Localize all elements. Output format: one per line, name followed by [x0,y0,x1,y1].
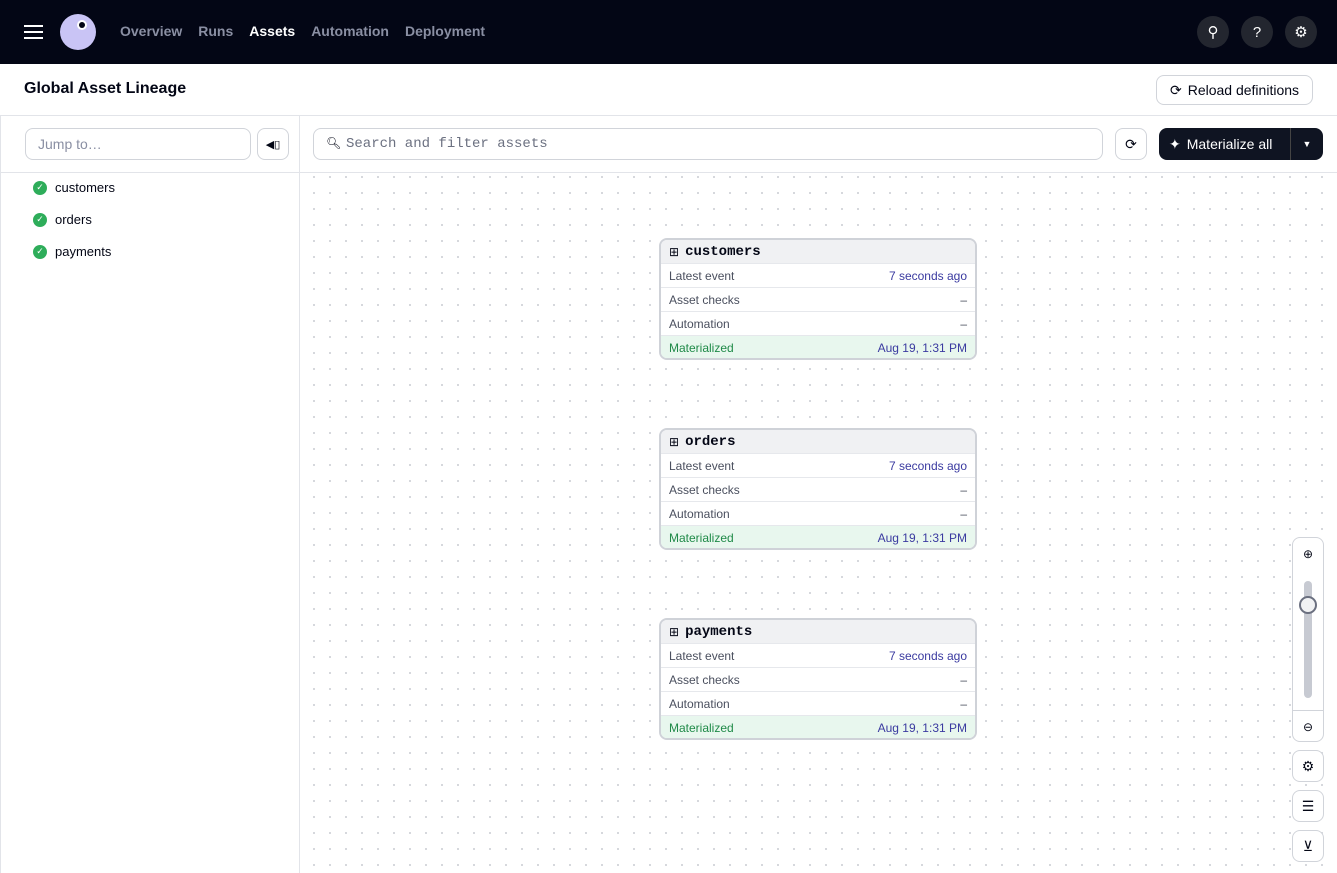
help-icon[interactable]: ? [1241,16,1273,48]
sidebar-item-payments[interactable]: ✓ payments [33,244,111,259]
row-label: Latest event [669,268,735,283]
page-header: Global Asset Lineage ⟳ Reload definitions [0,64,1337,116]
collapse-sidebar-button[interactable]: ◀▯ [257,128,289,160]
lineage-graph[interactable]: 🔍︎ Search and filter assets ⟳ ✦ Materializ… [301,116,1337,873]
sidebar-item-orders[interactable]: ✓ orders [33,212,92,227]
success-icon: ✓ [33,180,47,195]
nav-deployment[interactable]: Deployment [404,23,486,39]
nav-assets[interactable]: Assets [249,23,296,39]
latest-event-link[interactable]: 7 seconds ago [888,648,967,663]
sidebar-item-label: payments [55,244,112,259]
page-title: Global Asset Lineage [24,80,187,97]
search-icon: 🔍︎ [326,136,342,150]
row-value: – [960,506,967,521]
nav-automation[interactable]: Automation [311,23,389,39]
asset-node-customers[interactable]: ⊞ customers Latest event 7 seconds ago Ass… [659,238,977,360]
status-badge: Materialized [669,340,734,355]
chevron-down-icon[interactable]: ▼ [1302,139,1312,149]
dagster-logo[interactable] [60,14,96,50]
divider [1,172,301,173]
sidebar-item-customers[interactable]: ✓ customers [33,180,115,195]
table-icon: ⊞ [669,434,680,449]
row-label: Automation [669,506,730,521]
asset-name: orders [685,433,736,450]
status-row: Materialized Aug 19, 1:31 PM [661,715,975,738]
asset-node-orders[interactable]: ⊞ orders Latest event 7 seconds ago Asset … [659,428,977,550]
materialize-label: Materialize all [1186,136,1273,152]
row-value: – [960,696,967,711]
search-icon[interactable]: ⚲ [1197,16,1229,48]
asset-name: payments [685,623,753,640]
sidebar-item-label: customers [55,180,115,195]
gear-icon[interactable]: ⚙ [1285,16,1317,48]
row-value: – [960,482,967,497]
sliders-icon[interactable]: ☰ [1292,790,1324,822]
latest-event-row: Latest event 7 seconds ago [661,263,975,287]
reload-icon: ⟳ [1169,81,1182,98]
success-icon: ✓ [33,212,47,227]
row-label: Asset checks [669,292,740,307]
zoom-in-icon[interactable]: ⊕ [1302,547,1314,561]
row-label: Latest event [669,648,735,663]
refresh-button[interactable]: ⟳ [1115,128,1147,160]
materialized-time-link[interactable]: Aug 19, 1:31 PM [877,530,967,545]
row-label: Asset checks [669,482,740,497]
asset-name: customers [685,243,761,260]
row-label: Automation [669,696,730,711]
nav-runs[interactable]: Runs [198,23,234,39]
materialize-all-button[interactable]: ✦ Materialize all ▼ [1159,128,1323,160]
asset-node-header: ⊞ customers [661,240,975,263]
automation-row: Automation – [661,691,975,715]
asset-checks-row: Asset checks – [661,477,975,501]
reload-label: Reload definitions [1187,82,1300,98]
asset-node-header: ⊞ orders [661,430,975,453]
sparkle-icon: ✦ [1169,135,1181,152]
zoom-control: ⊕ ⊖ [1292,537,1324,742]
asset-checks-row: Asset checks – [661,287,975,311]
row-value: – [960,316,967,331]
nav-overview[interactable]: Overview [120,23,183,39]
asset-checks-row: Asset checks – [661,667,975,691]
download-icon[interactable]: ⊻ [1292,830,1324,862]
status-badge: Materialized [669,530,734,545]
graph-toolbar: 🔍︎ Search and filter assets ⟳ ✦ Materializ… [301,116,1337,173]
table-icon: ⊞ [669,624,680,639]
zoom-slider-handle[interactable] [1299,595,1317,614]
status-row: Materialized Aug 19, 1:31 PM [661,335,975,358]
row-label: Latest event [669,458,735,473]
latest-event-link[interactable]: 7 seconds ago [888,458,967,473]
automation-row: Automation – [661,501,975,525]
materialized-time-link[interactable]: Aug 19, 1:31 PM [877,720,967,735]
latest-event-row: Latest event 7 seconds ago [661,453,975,477]
gear-icon[interactable]: ⚙ [1292,750,1324,782]
table-icon: ⊞ [669,244,680,259]
asset-node-payments[interactable]: ⊞ payments Latest event 7 seconds ago Asse… [659,618,977,740]
menu-icon[interactable] [24,25,43,43]
status-badge: Materialized [669,720,734,735]
zoom-out-icon[interactable]: ⊖ [1292,710,1324,742]
row-value: – [960,672,967,687]
search-assets-input[interactable]: 🔍︎ Search and filter assets [313,128,1103,160]
success-icon: ✓ [33,244,47,259]
latest-event-link[interactable]: 7 seconds ago [888,268,967,283]
jump-to-input[interactable]: Jump to… [25,128,251,160]
automation-row: Automation – [661,311,975,335]
latest-event-row: Latest event 7 seconds ago [661,643,975,667]
top-nav: Overview Runs Assets Automation Deployme… [0,0,1337,64]
row-value: – [960,292,967,307]
reload-definitions-button[interactable]: ⟳ Reload definitions [1156,75,1313,105]
materialized-time-link[interactable]: Aug 19, 1:31 PM [877,340,967,355]
zoom-slider[interactable] [1299,581,1317,698]
sidebar-item-label: orders [55,212,92,227]
row-label: Asset checks [669,672,740,687]
status-row: Materialized Aug 19, 1:31 PM [661,525,975,548]
sidebar: Jump to… ◀▯ ✓ customers ✓ orders ✓ payments [0,116,301,873]
asset-node-header: ⊞ payments [661,620,975,643]
search-placeholder: Search and filter assets [346,136,548,152]
row-label: Automation [669,316,730,331]
